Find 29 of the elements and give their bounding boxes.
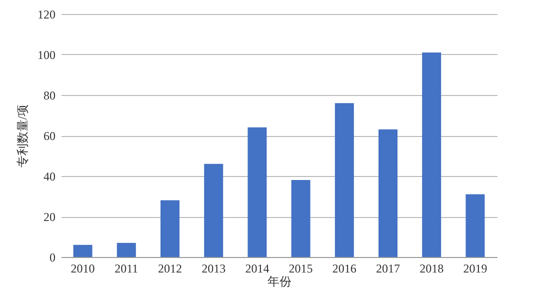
x-tick-label: 2014: [245, 262, 270, 276]
x-tick-label: 2010: [70, 262, 95, 276]
bar: [73, 244, 92, 257]
bar: [160, 200, 180, 257]
bar: [422, 52, 442, 257]
x-tick-label: 2019: [463, 262, 488, 276]
y-tick-label: 0: [50, 250, 56, 264]
bar: [466, 194, 485, 257]
y-tick-label: 20: [44, 210, 56, 224]
x-tick-label: 2016: [332, 262, 356, 276]
bar: [116, 242, 136, 257]
x-tick-label: 2018: [420, 262, 444, 276]
bar: [248, 127, 267, 257]
x-tick-label: 2015: [288, 262, 313, 276]
bar: [204, 164, 224, 257]
x-tick-label: 2011: [114, 262, 138, 276]
bar: [291, 180, 310, 257]
y-axis-title: 专利数量/项: [16, 104, 30, 168]
x-tick-label: 2017: [376, 262, 400, 276]
y-tick-label: 120: [38, 8, 56, 22]
x-axis-title: 年份: [268, 274, 292, 288]
y-tick-label: 40: [44, 170, 56, 184]
x-tick-label: 2013: [202, 262, 226, 276]
bar: [334, 103, 354, 257]
x-tick-label: 2012: [158, 262, 182, 276]
y-tick-label: 60: [44, 129, 56, 143]
bar: [378, 129, 398, 257]
y-tick-label: 100: [38, 48, 56, 62]
y-tick-label: 80: [44, 88, 56, 102]
